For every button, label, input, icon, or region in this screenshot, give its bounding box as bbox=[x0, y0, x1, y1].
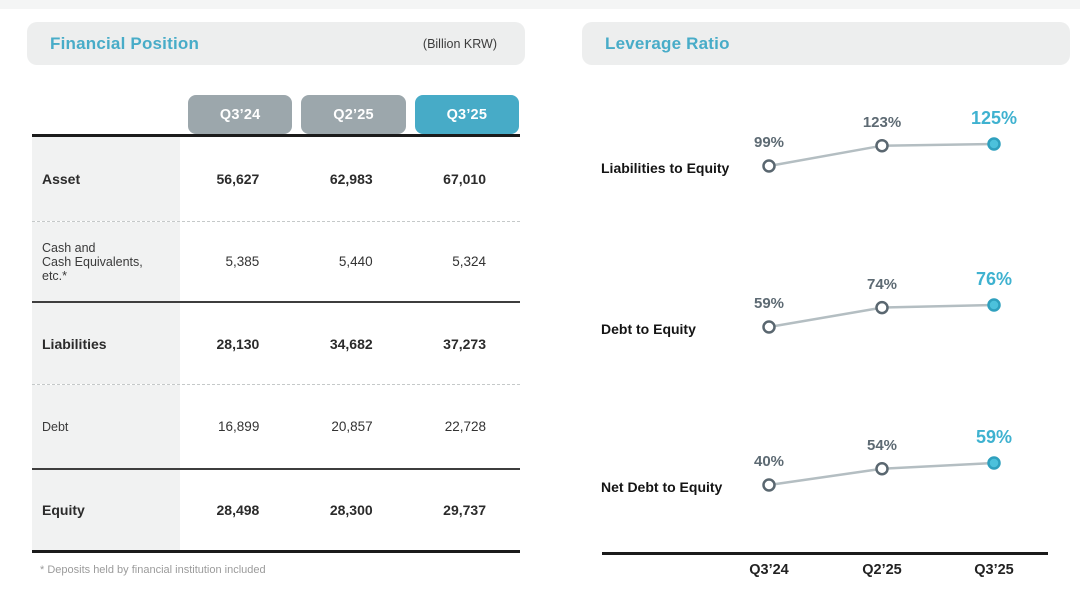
data-point-label: 123% bbox=[862, 113, 902, 131]
ratio-chart-liabilities-to-equity: Liabilities to Equity 99% 123% 125% bbox=[582, 108, 1070, 200]
table-row-equity: Equity 28,498 28,300 29,737 bbox=[32, 470, 520, 553]
leverage-ratio-title: Leverage Ratio bbox=[605, 33, 730, 53]
data-point-label-highlighted: 76% bbox=[975, 269, 1013, 289]
x-axis-label-q2-25: Q2’25 bbox=[862, 562, 902, 578]
line-chart bbox=[762, 456, 1001, 492]
x-axis-label-q3-25: Q3’25 bbox=[974, 562, 1014, 578]
financial-position-title: Financial Position bbox=[50, 33, 200, 53]
data-point-label: 74% bbox=[866, 275, 898, 293]
table-column-header-row: Q3’24 Q2’25 Q3’25 bbox=[32, 95, 520, 137]
financial-position-panel: Financial Position (Billion KRW) Q3’24 Q… bbox=[27, 0, 525, 611]
cell-value: 29,737 bbox=[443, 502, 486, 518]
ratio-name-label: Liabilities to Equity bbox=[601, 160, 730, 176]
cell-value: 62,983 bbox=[329, 171, 373, 187]
row-label: Cash and Cash Equivalents, etc.* bbox=[32, 222, 180, 301]
cell-value: 5,324 bbox=[452, 254, 486, 269]
x-axis-label-q3-24: Q3’24 bbox=[749, 562, 789, 578]
ratio-name-label: Debt to Equity bbox=[601, 321, 696, 337]
table-row-asset: Asset 56,627 62,983 67,010 bbox=[32, 137, 520, 222]
row-label: Equity bbox=[32, 470, 180, 550]
cell-value: 67,010 bbox=[443, 171, 486, 187]
data-point-label: 99% bbox=[753, 134, 785, 151]
line-chart bbox=[762, 298, 1001, 334]
footnote: * Deposits held by financial institution… bbox=[40, 564, 266, 576]
line-chart bbox=[762, 137, 1001, 173]
column-header-q3-25-highlighted: Q3’25 bbox=[414, 95, 519, 134]
financial-position-header: Financial Position (Billion KRW) bbox=[27, 22, 525, 65]
cell-value: 22,728 bbox=[444, 419, 486, 434]
cell-value: 20,857 bbox=[331, 419, 373, 434]
table-row-debt: Debt 16,899 20,857 22,728 bbox=[32, 385, 520, 470]
cell-value: 16,899 bbox=[218, 419, 260, 434]
cell-value: 34,682 bbox=[329, 335, 373, 352]
row-label: Liabilities bbox=[32, 303, 180, 384]
unit-label: (Billion KRW) bbox=[422, 36, 497, 51]
cell-value: 28,300 bbox=[329, 502, 373, 518]
cell-value: 28,498 bbox=[216, 502, 260, 518]
leverage-ratio-header: Leverage Ratio bbox=[582, 22, 1070, 65]
cell-value: 56,627 bbox=[216, 171, 260, 187]
column-header-q2-25: Q2’25 bbox=[301, 95, 406, 134]
data-point-label: 59% bbox=[753, 295, 785, 312]
cell-value: 37,273 bbox=[443, 335, 486, 352]
leverage-ratio-panel: Leverage Ratio Liabilities to Equity 99%… bbox=[582, 0, 1070, 611]
data-point-label: 54% bbox=[866, 436, 898, 454]
cell-value: 5,385 bbox=[225, 254, 260, 269]
column-header-q3-24: Q3’24 bbox=[188, 95, 293, 134]
cell-value: 5,440 bbox=[338, 254, 373, 269]
column-header-spacer bbox=[32, 95, 180, 134]
ratio-chart-debt-to-equity: Debt to Equity 59% 74% 76% bbox=[582, 269, 1070, 361]
x-axis-line bbox=[602, 552, 1048, 555]
cell-value: 28,130 bbox=[216, 335, 260, 352]
data-point-label-highlighted: 125% bbox=[970, 108, 1018, 128]
financial-position-table: Q3’24 Q2’25 Q3’25 Asset 56,627 62,983 67… bbox=[32, 95, 520, 553]
table-row-liabilities: Liabilities 28,130 34,682 37,273 bbox=[32, 303, 520, 385]
table-row-cash-equivalents: Cash and Cash Equivalents, etc.* 5,385 5… bbox=[32, 222, 520, 303]
ratio-name-label: Net Debt to Equity bbox=[601, 479, 723, 495]
row-label: Debt bbox=[32, 385, 180, 468]
row-label: Asset bbox=[32, 137, 180, 221]
data-point-label: 40% bbox=[753, 453, 785, 470]
top-strip-decoration bbox=[0, 0, 1080, 9]
ratio-chart-net-debt-to-equity: Net Debt to Equity 40% 54% 59% bbox=[582, 427, 1070, 519]
data-point-label-highlighted: 59% bbox=[975, 427, 1013, 447]
